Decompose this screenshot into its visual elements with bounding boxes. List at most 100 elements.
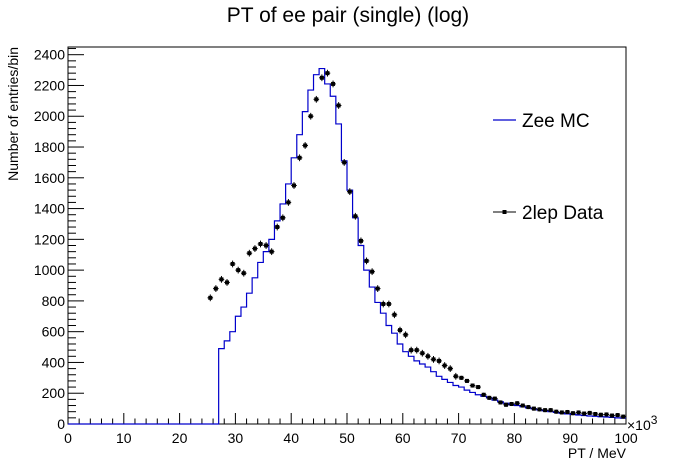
y-tick-label: 1800	[34, 139, 65, 155]
data-point	[247, 251, 252, 256]
data-point	[303, 143, 308, 148]
y-tick-label: 1200	[34, 231, 65, 247]
x-exponent-base: ×10	[627, 417, 651, 433]
x-axis: 0 10 20 30 40 50 60 70 80 90 100	[64, 413, 638, 446]
data-point	[598, 412, 603, 417]
data-point	[543, 408, 548, 413]
legend: Zee MC 2lep Data	[493, 111, 604, 224]
x-exponent-label: ×103	[627, 413, 658, 433]
y-axis: 0 200 400 600 800 1000 1200 1400 1600 1800 2000 220…	[34, 47, 84, 432]
y-tick-label: 400	[42, 354, 66, 370]
data-point	[554, 409, 559, 414]
data-point	[537, 407, 542, 412]
data-point	[437, 358, 442, 363]
data-point	[621, 414, 626, 419]
data-point	[375, 286, 380, 291]
data-point	[459, 375, 464, 380]
y-tick-label: 2200	[34, 77, 65, 93]
data-point	[582, 411, 587, 416]
data-point	[314, 97, 319, 102]
data-point	[308, 114, 313, 119]
data-point	[398, 328, 403, 333]
x-tick-label: 0	[64, 430, 72, 446]
legend-2lep-data-label: 2lep Data	[522, 203, 604, 224]
data-point	[481, 392, 486, 397]
data-point	[342, 160, 347, 165]
data-point	[364, 258, 369, 263]
data-point	[319, 75, 324, 80]
data-point	[520, 403, 525, 408]
data-point	[531, 406, 536, 411]
y-tick-label: 2000	[34, 108, 65, 124]
legend-zee-mc-label: Zee MC	[522, 111, 590, 132]
data-point	[403, 332, 408, 337]
data-point	[225, 280, 230, 285]
series-2lep-data	[207, 69, 626, 419]
data-point	[420, 351, 425, 356]
data-point	[453, 374, 458, 379]
x-tick-label: 30	[228, 430, 244, 446]
y-tick-label: 1000	[34, 262, 65, 278]
x-axis-label: PT / MeV	[568, 445, 627, 461]
data-point	[570, 411, 575, 416]
data-point	[219, 277, 224, 282]
data-point	[565, 409, 570, 414]
data-point	[509, 401, 514, 406]
x-tick-label: 60	[395, 430, 411, 446]
data-point	[464, 378, 469, 383]
data-point	[515, 401, 520, 406]
data-point	[347, 189, 352, 194]
data-point	[576, 410, 581, 415]
data-point	[358, 238, 363, 243]
x-tick-label: 10	[116, 430, 132, 446]
legend-2lep-data-marker	[502, 210, 507, 214]
data-point	[291, 183, 296, 188]
x-tick-label: 40	[283, 430, 299, 446]
y-tick-label: 200	[42, 385, 66, 401]
data-point	[476, 385, 481, 390]
data-point	[386, 301, 391, 306]
data-point	[213, 286, 218, 291]
data-point	[414, 348, 419, 353]
data-point	[297, 155, 302, 160]
data-point	[487, 395, 492, 400]
data-point	[280, 215, 285, 220]
x-tick-label: 100	[614, 430, 638, 446]
data-point	[470, 383, 475, 388]
y-axis-label: Number of entries/bin	[5, 47, 21, 181]
data-point	[252, 246, 257, 251]
data-point	[593, 411, 598, 416]
data-point	[392, 312, 397, 317]
plot-frame	[67, 46, 627, 425]
data-point	[336, 103, 341, 108]
plot-area	[67, 46, 627, 425]
x-tick-label: 20	[172, 430, 188, 446]
data-point	[492, 396, 497, 401]
data-point	[236, 268, 241, 273]
data-point	[275, 225, 280, 230]
data-point	[258, 241, 263, 246]
data-point	[409, 348, 414, 353]
data-point	[370, 269, 375, 274]
data-point	[241, 271, 246, 276]
data-point	[442, 363, 447, 368]
x-exponent-power: 3	[651, 413, 658, 427]
data-point	[431, 357, 436, 362]
data-point	[559, 410, 564, 415]
data-point	[331, 81, 336, 86]
y-tick-label: 2400	[34, 47, 65, 63]
x-tick-label: 50	[339, 430, 355, 446]
data-point	[610, 413, 615, 418]
x-tick-label: 70	[451, 430, 467, 446]
data-point	[498, 400, 503, 405]
y-tick-label: 0	[57, 416, 65, 432]
data-point	[325, 71, 330, 76]
data-point	[208, 295, 213, 300]
y-tick-label: 1400	[34, 201, 65, 217]
data-point	[269, 249, 274, 254]
data-point	[425, 354, 430, 359]
data-point	[264, 243, 269, 248]
data-point	[604, 412, 609, 417]
y-tick-label: 600	[42, 324, 66, 340]
